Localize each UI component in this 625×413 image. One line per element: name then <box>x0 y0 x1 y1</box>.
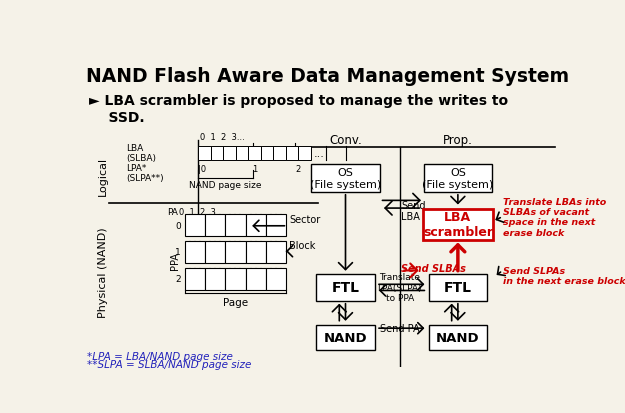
Bar <box>205 215 226 236</box>
Text: *LPA = LBA/NAND page size: *LPA = LBA/NAND page size <box>88 351 233 361</box>
Bar <box>185 215 205 236</box>
Bar <box>246 215 266 236</box>
Text: NAND: NAND <box>324 331 368 344</box>
Text: 1: 1 <box>253 165 258 174</box>
Bar <box>185 242 205 263</box>
Text: FTL: FTL <box>444 281 472 294</box>
Text: ...: ... <box>314 149 324 159</box>
Text: ► LBA scrambler is proposed to manage the writes to
    SSD.: ► LBA scrambler is proposed to manage th… <box>89 94 508 124</box>
Bar <box>246 242 266 263</box>
Text: LBA
(SLBA): LBA (SLBA) <box>126 143 156 163</box>
Text: FTL: FTL <box>331 281 359 294</box>
Text: Page: Page <box>223 297 248 307</box>
Text: Conv.: Conv. <box>329 133 362 146</box>
Bar <box>429 274 487 301</box>
Text: Translate
LPA(SLPA)
to PPA: Translate LPA(SLPA) to PPA <box>378 273 422 303</box>
Bar <box>185 268 205 290</box>
Text: OS
(File system): OS (File system) <box>422 168 494 190</box>
Text: **SLPA = SLBA/NAND page size: **SLPA = SLBA/NAND page size <box>88 359 252 369</box>
Text: OS
(File system): OS (File system) <box>310 168 381 190</box>
Text: LBA
scrambler: LBA scrambler <box>423 211 493 239</box>
Bar <box>266 268 286 290</box>
Text: 0: 0 <box>176 221 181 230</box>
Text: |0: |0 <box>198 165 206 174</box>
Bar <box>198 147 211 160</box>
Text: Send SLBAs: Send SLBAs <box>401 263 466 273</box>
Bar <box>205 268 226 290</box>
Bar <box>226 215 246 236</box>
Bar <box>429 325 487 350</box>
Bar <box>316 325 374 350</box>
Bar <box>273 147 286 160</box>
Text: NAND: NAND <box>436 331 480 344</box>
Text: 2: 2 <box>295 165 301 174</box>
Text: Logical: Logical <box>98 157 108 196</box>
Bar <box>246 268 266 290</box>
Text: NAND page size: NAND page size <box>189 181 262 190</box>
Bar <box>226 268 246 290</box>
Text: 0  1  2  3...: 0 1 2 3... <box>200 133 244 142</box>
Text: PA: PA <box>168 207 178 216</box>
Bar <box>316 274 374 301</box>
Text: Send
LBA: Send LBA <box>401 200 426 222</box>
Bar <box>211 147 223 160</box>
Text: 1: 1 <box>176 248 181 257</box>
Text: Block: Block <box>289 240 315 250</box>
Bar <box>424 165 492 192</box>
Bar <box>223 147 236 160</box>
Text: Prop.: Prop. <box>443 133 473 146</box>
Text: 0  1  2  3...: 0 1 2 3... <box>179 207 224 216</box>
Text: Send PA: Send PA <box>380 323 419 333</box>
Text: 2: 2 <box>176 275 181 284</box>
Text: NAND Flash Aware Data Management System: NAND Flash Aware Data Management System <box>86 66 569 85</box>
Bar <box>286 147 298 160</box>
Text: LPA*
(SLPA**): LPA* (SLPA**) <box>126 163 164 183</box>
Bar <box>423 209 493 240</box>
Bar <box>298 147 311 160</box>
Text: Send SLPAs
in the next erase block: Send SLPAs in the next erase block <box>503 266 625 285</box>
Bar <box>311 165 379 192</box>
Text: Physical (NAND): Physical (NAND) <box>98 227 108 318</box>
Bar <box>261 147 273 160</box>
Text: PPA: PPA <box>170 252 180 270</box>
Bar <box>205 242 226 263</box>
Bar <box>266 215 286 236</box>
Text: Translate LBAs into
SLBAs of vacant
space in the next
erase block: Translate LBAs into SLBAs of vacant spac… <box>503 197 606 237</box>
Text: Sector: Sector <box>289 215 320 225</box>
Bar <box>248 147 261 160</box>
Bar <box>236 147 248 160</box>
Bar <box>266 242 286 263</box>
Bar <box>226 242 246 263</box>
